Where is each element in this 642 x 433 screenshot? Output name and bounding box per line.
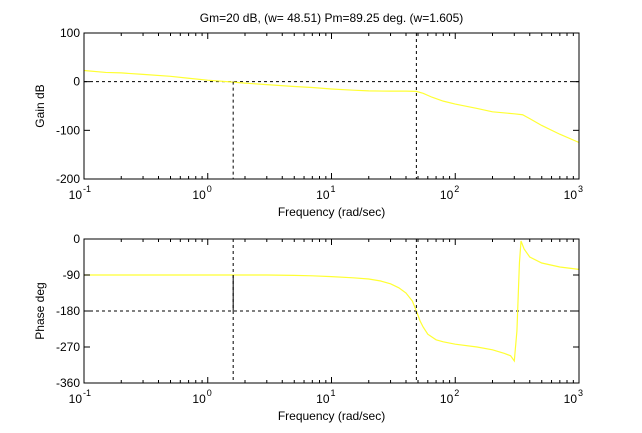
phase-y-tick-label-1: -270 <box>56 340 80 354</box>
phase-x-tick-label-0: 10 <box>69 392 83 406</box>
gain-series-group <box>83 69 580 144</box>
gain-x-tick-exponent-4: 3 <box>578 184 583 194</box>
phase-x-tick-label-3: 10 <box>440 392 454 406</box>
phase-x-axis-label: Frequency (rad/sec) <box>278 409 385 423</box>
gain-x-tick-exponent-1: 0 <box>207 184 212 194</box>
gain-y-axis-label: Gain dB <box>33 84 47 127</box>
gain-x-tick-label-1: 10 <box>192 188 206 202</box>
gain-plot-area <box>84 33 579 179</box>
gain-y-tick-label-3: 100 <box>60 26 80 40</box>
gain-series-line-0 <box>83 69 580 144</box>
gain-x-tick-label-3: 10 <box>440 188 454 202</box>
gain-x-tick-label-4: 10 <box>564 188 578 202</box>
gain-x-tick-label-0: 10 <box>69 188 83 202</box>
gain-chart-title: Gm=20 dB, (w= 48.51) Pm=89.25 deg. (w=1.… <box>200 11 463 25</box>
phase-series-line-0 <box>84 240 580 363</box>
phase-x-tick-label-1: 10 <box>192 392 206 406</box>
phase-series-group <box>84 240 580 363</box>
gain-x-tick-exponent-2: 1 <box>331 184 336 194</box>
phase-x-tick-exponent-1: 0 <box>207 388 212 398</box>
phase-x-tick-exponent-4: 3 <box>578 388 583 398</box>
phase-y-tick-label-2: -180 <box>56 304 80 318</box>
gain-x-tick-exponent-3: 2 <box>454 184 459 194</box>
gain-x-axis-label: Frequency (rad/sec) <box>278 205 385 219</box>
gain-y-tick-label-0: -200 <box>56 172 80 186</box>
phase-axes: 10 -1 10 0 10 1 10 2 10 3-360-270-180-900Frequenc… <box>33 232 583 423</box>
gain-x-tick-exponent-0: -1 <box>83 184 91 194</box>
phase-y-tick-label-4: 0 <box>73 232 80 246</box>
gain-y-tick-label-2: 0 <box>73 75 80 89</box>
gain-y-tick-label-1: -100 <box>56 123 80 137</box>
phase-y-axis-label: Phase deg <box>33 282 47 339</box>
phase-x-tick-exponent-3: 2 <box>454 388 459 398</box>
phase-y-tick-label-0: -360 <box>56 376 80 390</box>
phase-x-tick-exponent-0: -1 <box>83 388 91 398</box>
phase-x-tick-label-4: 10 <box>564 392 578 406</box>
phase-x-tick-label-2: 10 <box>316 392 330 406</box>
gain-x-tick-label-2: 10 <box>316 188 330 202</box>
phase-x-tick-exponent-2: 1 <box>331 388 336 398</box>
phase-y-tick-label-3: -90 <box>63 268 81 282</box>
